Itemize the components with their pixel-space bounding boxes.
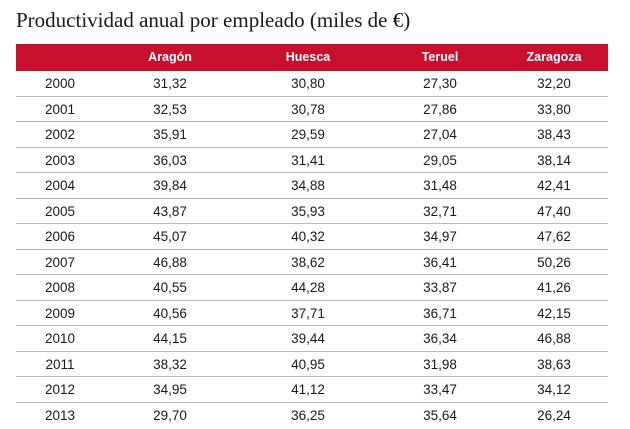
cell-aragon: 31,32	[153, 76, 187, 91]
header-cell-zaragoza: Zaragoza	[526, 50, 582, 64]
cell-huesca: 35,93	[291, 203, 325, 219]
cell-year: 2011	[45, 356, 75, 372]
table-row: 2006 45,07 40,32 34,97 47,62	[16, 224, 608, 250]
cell-teruel: 31,48	[423, 178, 457, 193]
cell-zaragoza: 41,26	[537, 280, 571, 295]
cell-huesca: 41,12	[291, 382, 325, 397]
header-cell-huesca: Huesca	[285, 50, 331, 64]
header-cell-teruel: Teruel	[421, 50, 459, 64]
table-row: 2005 43,87 35,93 32,71 47,40	[16, 199, 608, 224]
cell-year: 2012	[44, 382, 76, 397]
cell-zaragoza: 38,63	[537, 356, 571, 372]
cell-zaragoza: 47,40	[537, 203, 571, 219]
cell-teruel: 27,04	[423, 127, 457, 142]
table-row: 2003 36,03 31,41 29,05 38,14	[16, 148, 608, 173]
table-header: Aragón Huesca Teruel Zaragoza	[16, 44, 608, 71]
cell-teruel: 33,47	[423, 382, 457, 397]
cell-teruel: 36,41	[423, 254, 457, 270]
table-row: 2008 40,55 44,28 33,87 41,26	[16, 275, 608, 301]
cell-zaragoza: 33,80	[537, 101, 571, 117]
cell-huesca: 40,32	[291, 229, 325, 244]
table-row: 2009 40,56 37,71 36,71 42,15	[16, 301, 608, 326]
cell-year: 2003	[44, 152, 76, 168]
cell-huesca: 34,88	[291, 178, 325, 193]
cell-year: 2013	[44, 407, 76, 423]
cell-year: 2004	[44, 178, 76, 193]
cell-huesca: 40,95	[291, 356, 325, 372]
cell-aragon: 45,07	[153, 229, 187, 244]
table-row: 2013 29,70 36,25 35,64 26,24	[16, 403, 608, 428]
cell-aragon: 46,88	[153, 254, 187, 270]
cell-teruel: 27,86	[423, 101, 457, 117]
cell-zaragoza: 32,20	[537, 76, 571, 91]
table-row: 2007 46,88 38,62 36,41 50,26	[16, 250, 608, 275]
cell-aragon: 29,70	[153, 407, 187, 423]
cell-year: 2007	[44, 254, 76, 270]
cell-year: 2000	[44, 76, 76, 91]
cell-teruel: 33,87	[423, 280, 457, 295]
cell-aragon: 36,03	[153, 152, 187, 168]
cell-huesca: 44,28	[291, 280, 325, 295]
cell-zaragoza: 42,15	[537, 305, 571, 321]
table-body: 2000 31,32 30,80 27,30 32,20 2001 32,53 30,78 27…	[16, 71, 608, 427]
cell-teruel: 27,30	[423, 76, 457, 91]
cell-year: 2005	[44, 203, 76, 219]
cell-year: 2002	[44, 127, 76, 142]
cell-zaragoza: 38,43	[537, 127, 571, 142]
cell-zaragoza: 47,62	[537, 229, 571, 244]
cell-aragon: 35,91	[153, 127, 187, 142]
cell-huesca: 31,41	[291, 152, 325, 168]
cell-year: 2009	[44, 305, 76, 321]
table-row: 2010 44,15 39,44 36,34 46,88	[16, 326, 608, 352]
cell-teruel: 31,98	[423, 356, 457, 372]
cell-aragon: 43,87	[153, 203, 187, 219]
cell-huesca: 39,44	[291, 331, 325, 346]
cell-zaragoza: 26,24	[537, 407, 571, 423]
cell-teruel: 36,71	[423, 305, 457, 321]
cell-aragon: 38,32	[153, 356, 187, 372]
cell-year: 2001	[44, 101, 76, 117]
cell-teruel: 29,05	[423, 152, 457, 168]
table-row: 2012 34,95 41,12 33,47 34,12	[16, 377, 608, 403]
cell-aragon: 32,53	[153, 101, 187, 117]
cell-huesca: 30,78	[291, 101, 325, 117]
table-row: 2004 39,84 34,88 31,48 42,41	[16, 173, 608, 199]
cell-aragon: 40,56	[153, 305, 187, 321]
cell-zaragoza: 34,12	[537, 382, 571, 397]
cell-zaragoza: 50,26	[537, 254, 571, 270]
cell-huesca: 37,71	[291, 305, 325, 321]
cell-huesca: 38,62	[291, 254, 325, 270]
cell-year: 2008	[44, 280, 76, 295]
cell-teruel: 34,97	[423, 229, 457, 244]
cell-year: 2010	[44, 331, 76, 346]
cell-aragon: 34,95	[153, 382, 187, 397]
table-row: 2002 35,91 29,59 27,04 38,43	[16, 122, 608, 148]
table-row: 2011 38,32 40,95 31,98 38,63	[16, 352, 608, 377]
cell-aragon: 39,84	[153, 178, 187, 193]
cell-year: 2006	[44, 229, 76, 244]
cell-huesca: 36,25	[291, 407, 325, 423]
header-cell-year	[16, 44, 104, 71]
cell-teruel: 35,64	[423, 407, 457, 423]
cell-zaragoza: 46,88	[537, 331, 571, 346]
cell-aragon: 44,15	[153, 331, 187, 346]
data-table: Aragón Huesca Teruel Zaragoza 2000 31,32 3…	[16, 44, 608, 427]
table-row: 2000 31,32 30,80 27,30 32,20	[16, 71, 608, 97]
cell-teruel: 32,71	[423, 203, 457, 219]
chart-title: Productividad anual por empleado (miles …	[16, 8, 411, 32]
cell-huesca: 29,59	[291, 127, 325, 142]
cell-teruel: 36,34	[423, 331, 457, 346]
cell-zaragoza: 42,41	[537, 178, 571, 193]
header-cell-aragon: Aragón	[148, 50, 192, 64]
cell-huesca: 30,80	[291, 76, 325, 91]
cell-aragon: 40,55	[153, 280, 187, 295]
cell-zaragoza: 38,14	[537, 152, 571, 168]
table-row: 2001 32,53 30,78 27,86 33,80	[16, 97, 608, 122]
